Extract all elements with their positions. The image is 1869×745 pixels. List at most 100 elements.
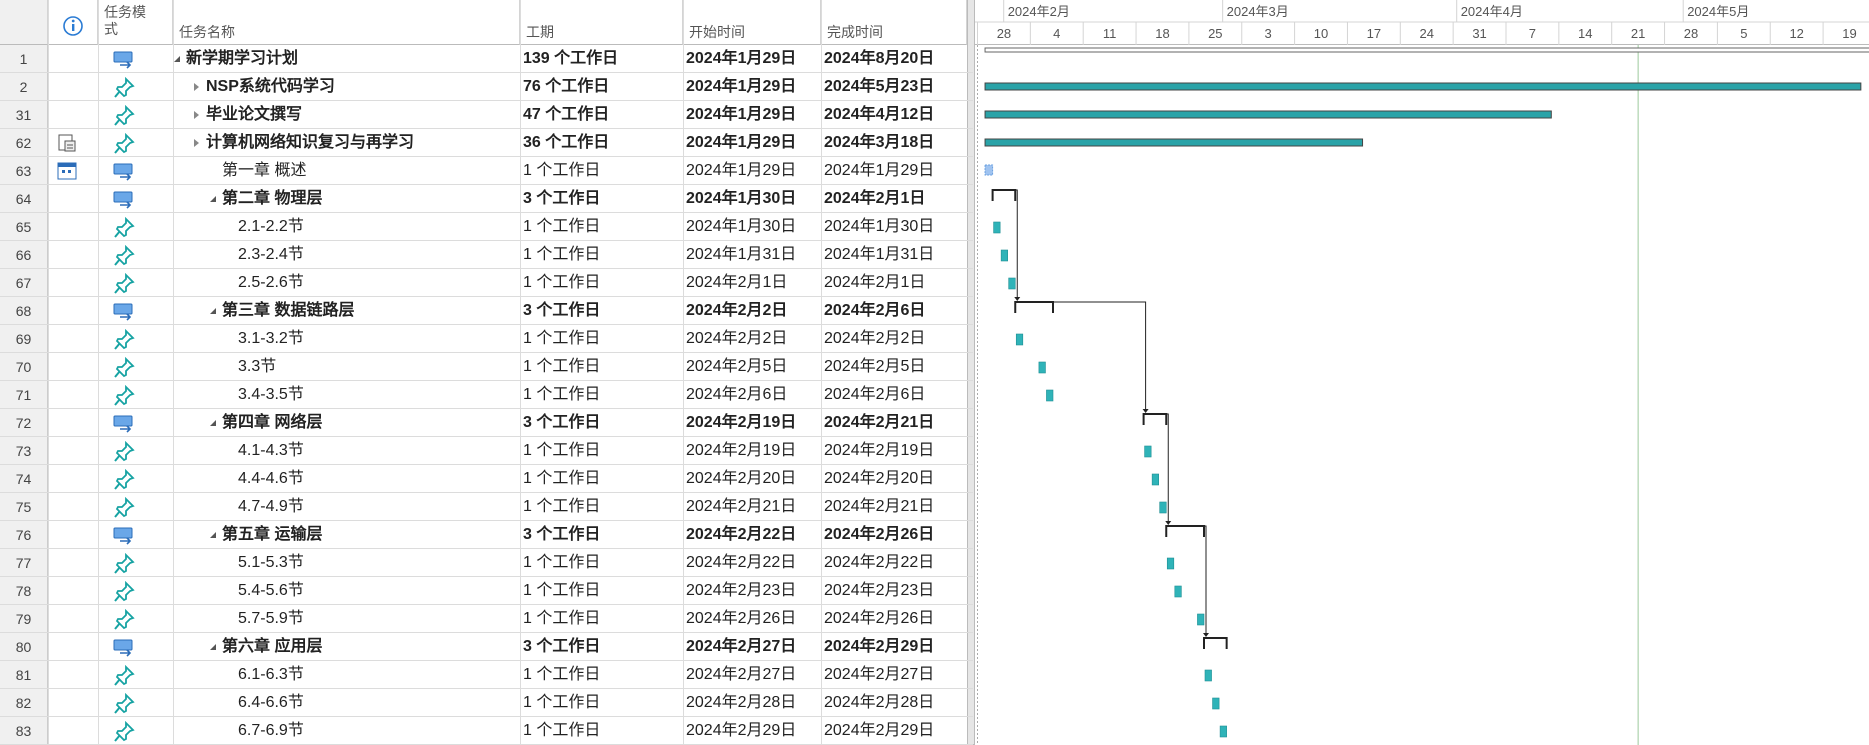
task-start: 2024年1月29日 bbox=[686, 106, 797, 123]
indicator-header[interactable] bbox=[48, 0, 98, 45]
week-label: 21 bbox=[1631, 26, 1645, 41]
task-mode-icon bbox=[112, 553, 138, 575]
task-duration: 76 个工作日 bbox=[523, 78, 610, 95]
row-line bbox=[0, 520, 973, 521]
task-duration: 3 个工作日 bbox=[523, 302, 601, 319]
column-header[interactable]: 开始时间 bbox=[683, 0, 821, 45]
week-label: 28 bbox=[1684, 26, 1698, 41]
task-name[interactable]: 计算机网络知识复习与再学习 bbox=[206, 134, 415, 151]
task-name[interactable]: 新学期学习计划 bbox=[186, 50, 299, 67]
outline-toggle[interactable] bbox=[210, 532, 216, 538]
task-mode-icon bbox=[112, 133, 138, 155]
task-name[interactable]: 第一章 概述 bbox=[222, 162, 307, 179]
task-name[interactable]: 毕业论文撰写 bbox=[206, 106, 303, 123]
task-mode-icon bbox=[112, 77, 138, 99]
task-mode-icon bbox=[112, 273, 138, 295]
row-number: 81 bbox=[0, 661, 48, 689]
row-line bbox=[0, 156, 973, 157]
task-name[interactable]: 第五章 运输层 bbox=[222, 526, 323, 543]
row-number: 2 bbox=[0, 73, 48, 101]
task-finish: 2024年4月12日 bbox=[824, 106, 935, 123]
header-text: 任务名称 bbox=[179, 24, 235, 40]
task-mode-icon bbox=[112, 721, 138, 743]
week-label: 4 bbox=[1053, 26, 1060, 41]
month-label: 2024年5月 bbox=[1687, 4, 1749, 19]
week-label: 25 bbox=[1208, 26, 1222, 41]
outline-toggle[interactable] bbox=[210, 644, 216, 650]
task-name[interactable]: 6.7-6.9节 bbox=[238, 722, 304, 739]
outline-toggle[interactable] bbox=[194, 111, 199, 119]
week-label: 7 bbox=[1529, 26, 1536, 41]
task-mode-icon bbox=[112, 693, 138, 715]
task-name[interactable]: NSP系统代码学习 bbox=[206, 78, 335, 95]
column-line bbox=[48, 0, 49, 745]
task-finish: 2024年2月21日 bbox=[824, 498, 935, 515]
splitter[interactable] bbox=[967, 0, 975, 745]
info-icon bbox=[63, 16, 83, 36]
row-number: 75 bbox=[0, 493, 48, 521]
task-start: 2024年2月26日 bbox=[686, 610, 797, 627]
task-name[interactable]: 3.3节 bbox=[238, 358, 277, 375]
task-start: 2024年1月29日 bbox=[686, 78, 797, 95]
task-finish: 2024年2月26日 bbox=[824, 526, 935, 543]
task-name[interactable]: 4.1-4.3节 bbox=[238, 442, 304, 459]
task-name[interactable]: 2.1-2.2节 bbox=[238, 218, 304, 235]
task-name[interactable]: 6.4-6.6节 bbox=[238, 694, 304, 711]
week-label: 19 bbox=[1842, 26, 1856, 41]
task-start: 2024年2月19日 bbox=[686, 442, 797, 459]
column-header[interactable]: 工期 bbox=[520, 0, 683, 45]
task-mode-icon bbox=[112, 161, 138, 183]
task-start: 2024年2月6日 bbox=[686, 386, 788, 403]
outline-toggle[interactable] bbox=[210, 308, 216, 314]
task-start: 2024年2月2日 bbox=[686, 330, 788, 347]
task-name[interactable]: 2.3-2.4节 bbox=[238, 246, 304, 263]
row-line bbox=[0, 268, 973, 269]
dependency-arrow bbox=[1165, 521, 1172, 525]
task-mode-icon bbox=[112, 497, 138, 519]
month-label: 2024年3月 bbox=[1227, 4, 1289, 19]
task-name[interactable]: 5.4-5.6节 bbox=[238, 582, 304, 599]
outline-toggle[interactable] bbox=[194, 139, 199, 147]
task-name[interactable]: 2.5-2.6节 bbox=[238, 274, 304, 291]
row-number: 62 bbox=[0, 129, 48, 157]
row-line bbox=[0, 408, 973, 409]
week-label: 12 bbox=[1789, 26, 1803, 41]
task-name[interactable]: 4.7-4.9节 bbox=[238, 498, 304, 515]
outline-toggle[interactable] bbox=[194, 83, 199, 91]
row-number: 78 bbox=[0, 577, 48, 605]
task-name[interactable]: 3.1-3.2节 bbox=[238, 330, 304, 347]
task-name[interactable]: 5.1-5.3节 bbox=[238, 554, 304, 571]
task-start: 2024年2月27日 bbox=[686, 666, 797, 683]
task-duration: 1 个工作日 bbox=[523, 666, 601, 683]
outline-toggle[interactable] bbox=[174, 56, 180, 62]
task-duration: 1 个工作日 bbox=[523, 498, 601, 515]
week-label: 24 bbox=[1419, 26, 1433, 41]
task-name[interactable]: 第四章 网络层 bbox=[222, 414, 323, 431]
summary-bracket bbox=[1142, 413, 1168, 425]
task-bar bbox=[1151, 473, 1159, 486]
task-duration: 3 个工作日 bbox=[523, 638, 601, 655]
dependency-link bbox=[1015, 189, 1018, 299]
task-name[interactable]: 3.4-3.5节 bbox=[238, 386, 304, 403]
dependency-link bbox=[1166, 413, 1169, 523]
row-number: 1 bbox=[0, 45, 48, 73]
column-line bbox=[821, 0, 822, 745]
column-header[interactable]: 任务模式 bbox=[98, 0, 173, 45]
week-label: 18 bbox=[1155, 26, 1169, 41]
outline-toggle[interactable] bbox=[210, 420, 216, 426]
task-name[interactable]: 第二章 物理层 bbox=[222, 190, 323, 207]
row-number: 63 bbox=[0, 157, 48, 185]
task-mode-icon bbox=[112, 441, 138, 463]
task-name[interactable]: 6.1-6.3节 bbox=[238, 666, 304, 683]
row-number: 64 bbox=[0, 185, 48, 213]
summary-bracket bbox=[991, 189, 1017, 201]
task-name[interactable]: 4.4-4.6节 bbox=[238, 470, 304, 487]
outline-toggle[interactable] bbox=[210, 196, 216, 202]
task-name[interactable]: 第六章 应用层 bbox=[222, 638, 323, 655]
column-header[interactable]: 任务名称 bbox=[173, 0, 520, 45]
column-header[interactable]: 完成时间 bbox=[821, 0, 967, 45]
task-name[interactable]: 5.7-5.9节 bbox=[238, 610, 304, 627]
task-mode-icon bbox=[112, 189, 138, 211]
row-number: 83 bbox=[0, 717, 48, 745]
task-name[interactable]: 第三章 数据链路层 bbox=[222, 302, 355, 319]
